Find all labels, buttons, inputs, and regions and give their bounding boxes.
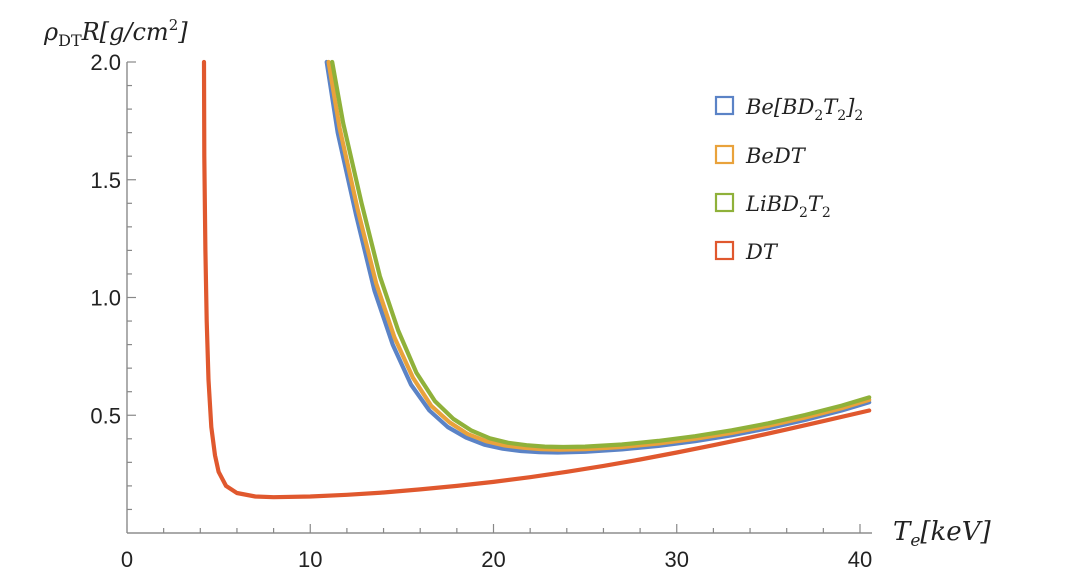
legend-label-bedt: BeDT [745, 144, 807, 168]
x-axis-title-rest: [keV] [920, 517, 991, 547]
y-axis-title-rest: R[g/cm [81, 18, 169, 46]
x-tick-label: 20 [481, 547, 505, 572]
x-axis-title-t: T [893, 517, 912, 547]
y-axis-title-rho: ρ [43, 18, 58, 46]
legend: Be[BD2T2]2 BeDT LiBD2T2 DT [714, 95, 863, 264]
x-tick-label: 40 [848, 547, 872, 572]
y-tick-label: 0.5 [90, 403, 121, 428]
legend-label-be-bd2t2-2: Be[BD2T2]2 [745, 95, 863, 124]
y-axis-title: ρDTR[g/cm2] [43, 16, 188, 50]
legend-item-dt: DT [714, 240, 779, 264]
legend-swatch-dt [714, 240, 735, 261]
y-tick-label: 2.0 [90, 50, 121, 75]
x-axis-title-sub: e [910, 531, 920, 551]
curve-be-bd2t2-2 [324, 59, 872, 455]
curve-bedt [326, 59, 872, 452]
y-axis-title-exp: 2 [169, 16, 179, 34]
curve-libd2t2 [330, 59, 872, 450]
x-axis-title: Te[keV] [893, 517, 991, 551]
legend-item-be-bd2t2-2: Be[BD2T2]2 [714, 95, 863, 124]
curve-dt [201, 59, 872, 500]
y-tick-label: 1.5 [90, 168, 121, 193]
axis-ticks: 0.5 1.0 1.5 2.0 0 10 20 30 40 [90, 50, 872, 572]
y-axis-title-sub: DT [58, 31, 82, 50]
legend-label-dt: DT [745, 240, 779, 264]
x-tick-label: 10 [298, 547, 322, 572]
legend-item-bedt: BeDT [714, 144, 807, 168]
y-axis-title-close: ] [177, 18, 188, 46]
x-tick-label: 0 [121, 547, 133, 572]
legend-swatch-libd2t2 [714, 192, 735, 213]
legend-item-libd2t2: LiBD2T2 [714, 192, 831, 221]
y-tick-label: 1.0 [90, 286, 121, 311]
legend-label-libd2t2: LiBD2T2 [745, 192, 831, 221]
legend-swatch-be-bd2t2-2 [714, 95, 735, 116]
legend-swatch-bedt [714, 144, 735, 165]
x-tick-label: 30 [665, 547, 689, 572]
plot-curves [201, 59, 872, 500]
